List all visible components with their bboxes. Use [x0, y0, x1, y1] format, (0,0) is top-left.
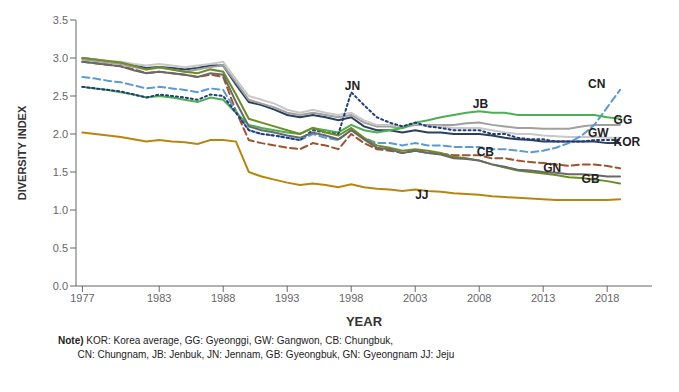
svg-text:1993: 1993 [275, 292, 299, 304]
svg-text:3.0: 3.0 [53, 52, 68, 64]
svg-text:0.0: 0.0 [53, 280, 68, 292]
svg-text:3.5: 3.5 [53, 14, 68, 26]
svg-text:GN: GN [543, 161, 561, 175]
svg-text:2.5: 2.5 [53, 90, 68, 102]
svg-text:KOR: KOR [614, 135, 641, 149]
svg-text:CN: CN [588, 77, 605, 91]
svg-text:1.5: 1.5 [53, 166, 68, 178]
svg-text:1.0: 1.0 [53, 204, 68, 216]
svg-text:1977: 1977 [70, 292, 94, 304]
svg-text:2003: 2003 [403, 292, 427, 304]
svg-text:2008: 2008 [467, 292, 491, 304]
html-text:Note) KOR: Korea average, GG:: Note) KOR: Korea average, GG: Gyeonggi, … [58, 335, 393, 346]
svg-text:CB: CB [477, 145, 495, 159]
html-text:CN: Chungnam, JB: Jenbuk, JN:: CN: Chungnam, JB: Jenbuk, JN: Jennam, GB… [58, 349, 455, 360]
svg-text:1983: 1983 [147, 292, 171, 304]
svg-text:2018: 2018 [595, 292, 619, 304]
svg-text:0.5: 0.5 [53, 242, 68, 254]
svg-text:JB: JB [473, 97, 489, 111]
svg-text:GG: GG [614, 113, 633, 127]
svg-text:DIVERSITY INDEX: DIVERSITY INDEX [16, 105, 28, 200]
svg-text:1988: 1988 [211, 292, 235, 304]
svg-text:2013: 2013 [531, 292, 555, 304]
svg-text:GW: GW [588, 126, 609, 140]
svg-text:YEAR: YEAR [346, 314, 383, 329]
svg-text:JJ: JJ [415, 188, 428, 202]
svg-text:1998: 1998 [339, 292, 363, 304]
svg-text:JN: JN [345, 79, 360, 93]
svg-text:2.0: 2.0 [53, 128, 68, 140]
svg-text:GB: GB [582, 172, 600, 186]
